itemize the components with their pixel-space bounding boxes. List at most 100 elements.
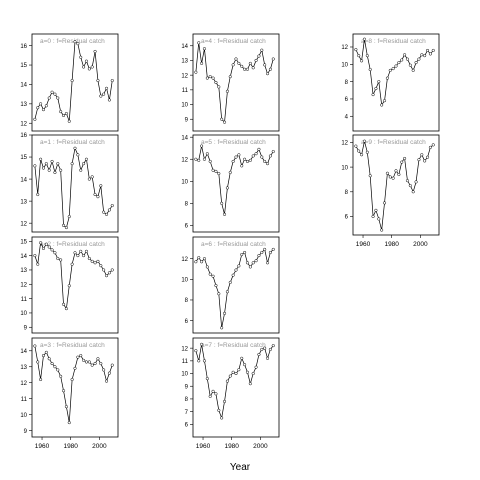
data-point xyxy=(90,175,94,179)
data-point xyxy=(385,76,389,80)
data-point xyxy=(245,67,250,71)
data-point xyxy=(257,147,261,151)
data-point xyxy=(234,268,238,272)
data-point xyxy=(228,170,232,175)
y-tick-label: 13 xyxy=(181,59,188,65)
data-point xyxy=(197,158,201,162)
data-point xyxy=(194,260,198,264)
data-point xyxy=(96,195,100,199)
data-point xyxy=(87,256,91,261)
data-point xyxy=(263,247,267,251)
data-point xyxy=(102,268,106,272)
data-point xyxy=(397,172,401,177)
data-point xyxy=(425,48,430,53)
data-point xyxy=(107,371,111,375)
data-point xyxy=(368,67,372,72)
x-tick-label: 1960 xyxy=(35,443,50,450)
panel-0: a=0 : f=Residual catch 12 13 14 15 16 xyxy=(20,33,119,132)
data-point xyxy=(411,190,415,194)
data-point xyxy=(271,149,275,154)
data-point xyxy=(87,360,91,364)
y-tick-label: 13 xyxy=(20,102,27,108)
data-point xyxy=(79,55,83,59)
data-point xyxy=(380,103,384,107)
data-point xyxy=(39,241,43,245)
data-point xyxy=(397,61,401,65)
y-tick-label: 14 xyxy=(20,349,27,355)
data-point xyxy=(360,153,364,157)
panel-title: a=9 : f=Residual catch xyxy=(361,139,426,146)
data-point xyxy=(222,120,227,124)
data-point xyxy=(360,59,364,63)
panel-title: a=5 : f=Residual catch xyxy=(201,139,266,146)
series-line xyxy=(195,248,274,328)
data-point xyxy=(265,162,270,166)
y-tick-label: 14 xyxy=(20,83,27,89)
y-tick-label: 15 xyxy=(20,239,27,245)
data-point xyxy=(73,146,77,150)
data-point xyxy=(56,162,60,166)
x-tick-label: 1980 xyxy=(63,443,78,450)
data-point xyxy=(102,210,106,214)
data-point xyxy=(99,264,103,268)
series-line xyxy=(34,345,113,423)
y-tick-label: 14 xyxy=(20,254,27,260)
data-point xyxy=(70,377,74,382)
data-point xyxy=(110,203,114,208)
data-point xyxy=(225,186,229,190)
data-point xyxy=(254,259,258,263)
y-tick-label: 6 xyxy=(345,215,349,221)
y-tick-label: 11 xyxy=(182,88,189,94)
data-point xyxy=(202,47,207,51)
panel-5: a=5 : f=Residual catch 6 8 10 12 14 xyxy=(181,134,280,233)
data-point xyxy=(237,264,241,268)
data-point xyxy=(76,355,80,359)
data-point xyxy=(231,159,235,164)
series-line xyxy=(34,147,113,229)
panel-title: a=3 : f=Residual catch xyxy=(40,342,105,349)
data-point xyxy=(59,258,63,262)
data-point xyxy=(237,368,241,372)
data-point xyxy=(385,171,389,175)
data-point xyxy=(220,416,224,420)
data-point xyxy=(194,70,198,74)
panel-title: a=0 : f=Residual catch xyxy=(40,38,105,45)
data-point xyxy=(82,358,86,362)
y-tick-label: 10 xyxy=(20,311,27,317)
data-point xyxy=(423,54,427,58)
data-point xyxy=(87,67,91,71)
data-point xyxy=(64,111,68,116)
data-point xyxy=(251,154,255,158)
data-point xyxy=(99,184,103,188)
y-tick-label: 16 xyxy=(20,133,27,139)
data-point xyxy=(82,65,86,69)
data-point xyxy=(50,361,54,366)
data-point xyxy=(208,272,212,276)
data-point xyxy=(222,311,227,315)
data-point xyxy=(33,117,37,121)
data-point xyxy=(36,106,40,110)
data-point xyxy=(371,93,375,97)
data-point xyxy=(214,80,218,85)
data-point xyxy=(405,57,410,61)
data-point xyxy=(102,368,106,372)
data-point xyxy=(222,399,227,404)
data-point xyxy=(96,259,100,263)
data-point xyxy=(200,342,204,346)
y-tick-label: 15 xyxy=(20,155,27,161)
data-point xyxy=(423,159,427,163)
data-point xyxy=(47,168,51,172)
data-point xyxy=(211,168,215,172)
data-point xyxy=(56,256,60,261)
y-tick-label: 12 xyxy=(20,282,27,288)
data-point xyxy=(257,54,261,58)
data-point xyxy=(208,159,212,164)
data-point xyxy=(61,113,66,118)
data-point xyxy=(257,352,261,357)
data-point xyxy=(79,168,83,172)
data-point xyxy=(268,250,272,255)
y-tick-label: 12 xyxy=(181,157,188,163)
data-point xyxy=(76,42,80,46)
data-point xyxy=(228,75,232,79)
